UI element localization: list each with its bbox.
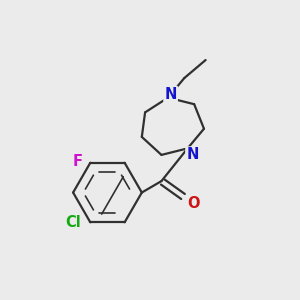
Text: Cl: Cl	[65, 215, 81, 230]
Text: O: O	[187, 196, 200, 211]
Text: N: N	[164, 87, 177, 102]
Text: N: N	[186, 147, 199, 162]
Text: F: F	[73, 154, 83, 169]
